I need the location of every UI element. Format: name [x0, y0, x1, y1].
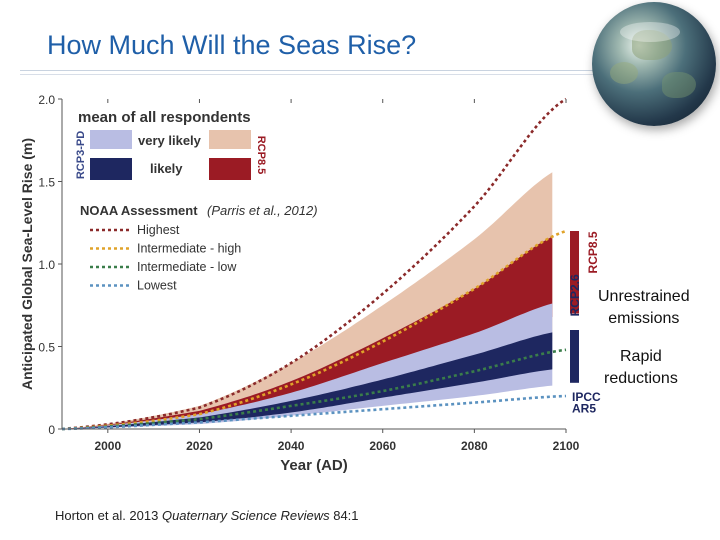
legend-series-label-3: Lowest	[137, 279, 177, 293]
citation-volume: 84:1	[329, 508, 359, 523]
y-axis-label: Anticipated Global Sea-Level Rise (m)	[19, 138, 35, 390]
legend-very-likely-label: very likely	[138, 133, 202, 148]
legend-rcp3-label: RCP3-PD	[75, 131, 87, 179]
series-line-0	[61, 97, 567, 431]
x-tick-label-1: 2020	[186, 439, 213, 453]
y-tick-label-2: 1.0	[38, 258, 55, 272]
annotation-unrestrained-line2: emissions	[608, 310, 680, 327]
band-2	[62, 303, 553, 429]
globe-image	[592, 2, 716, 126]
legend-series-label-2: Intermediate - low	[137, 260, 237, 274]
noaa-citation: (Parris et al., 2012)	[207, 203, 318, 218]
legend-swatch-rcp85-very-likely	[209, 130, 251, 149]
noaa-title: NOAA Assessment	[80, 203, 198, 218]
annotation-rapid-line1: Rapid	[620, 348, 662, 365]
legend-title: mean of all respondents	[78, 109, 251, 126]
band-3	[62, 332, 553, 429]
citation-authors: Horton et al. 2013	[55, 508, 162, 523]
title-divider-secondary	[20, 74, 600, 75]
legend-series-label-1: Intermediate - high	[137, 242, 241, 256]
ipcc-label-line1: IPCC	[572, 390, 601, 404]
sea-level-chart: 0 0.5 1.0 1.5 2.0 2000 2020 2040 2060 2080 2100 Yea…	[19, 93, 601, 474]
annotation-unrestrained-line1: Unrestrained	[598, 288, 690, 305]
rcp85-range-bar	[570, 231, 579, 314]
y-tick-label-3: 1.5	[38, 176, 55, 190]
title-divider	[20, 70, 600, 71]
x-tick-label-0: 2000	[94, 439, 121, 453]
annotation-rapid-line2: reductions	[604, 370, 678, 387]
x-tick-label-4: 2080	[461, 439, 488, 453]
citation-journal: Quaternary Science Reviews	[161, 508, 330, 523]
rcp26-side-label: RCP2.6	[568, 274, 582, 316]
annotation-rapid: Rapid reductions	[604, 346, 678, 390]
legend-series-label-0: Highest	[137, 223, 180, 237]
ipcc-label-line2: AR5	[572, 402, 596, 416]
legend-rcp85-label: RCP8.5	[255, 136, 267, 175]
legend-swatch-rcp85-likely	[209, 158, 251, 180]
series-line-3	[61, 394, 567, 431]
legend-swatch-rcp3-likely	[90, 158, 132, 180]
citation: Horton et al. 2013 Quaternary Science Re…	[55, 508, 359, 523]
y-tick-label-1: 0.5	[38, 341, 55, 355]
annotation-unrestrained: Unrestrained emissions	[598, 286, 690, 330]
x-tick-label-5: 2100	[553, 439, 580, 453]
series-line-2	[61, 348, 567, 431]
legend-swatch-rcp3-very-likely	[90, 130, 132, 149]
rcp85-side-label: RCP8.5	[586, 231, 600, 273]
legend-likely-label: likely	[150, 161, 183, 176]
rcp26-range-bar	[570, 330, 579, 383]
x-axis-label: Year (AD)	[280, 457, 348, 474]
series-line-1	[61, 229, 567, 431]
x-tick-label-2: 2040	[278, 439, 305, 453]
slide-title: How Much Will the Seas Rise?	[47, 30, 417, 60]
x-tick-label-3: 2060	[369, 439, 396, 453]
y-tick-label-0: 0	[48, 423, 55, 437]
y-tick-label-4: 2.0	[38, 93, 55, 107]
